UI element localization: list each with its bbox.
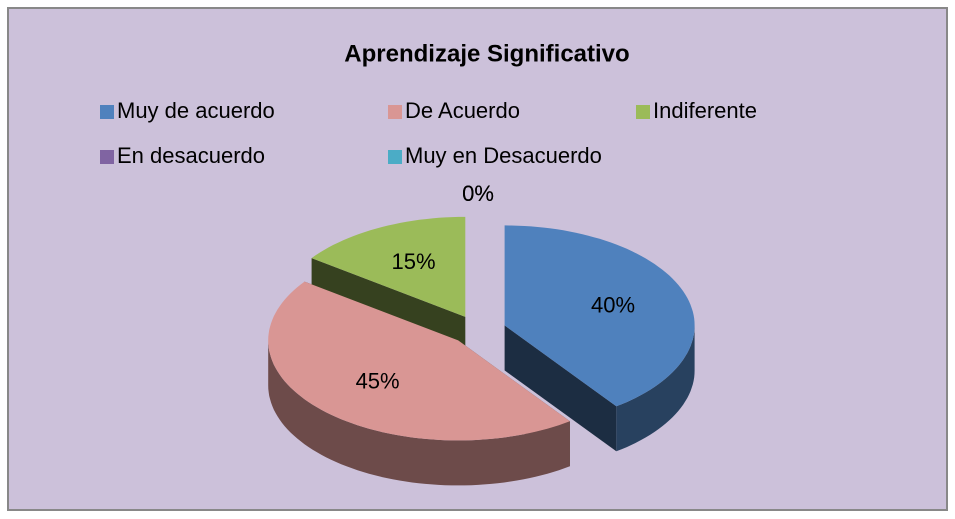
legend-label: En desacuerdo: [117, 143, 265, 168]
slice: [268, 281, 570, 441]
slice: [311, 216, 466, 317]
chart-title: Aprendizaje Significativo: [344, 40, 629, 67]
legend-label: Muy en Desacuerdo: [405, 143, 602, 168]
legend-swatch: [388, 150, 402, 164]
legend-label: Indiferente: [653, 98, 757, 123]
legend-swatch: [388, 105, 402, 119]
legend-label: De Acuerdo: [405, 98, 520, 123]
data-label: 40%: [591, 293, 635, 318]
legend-swatch: [100, 150, 114, 164]
legend-swatch: [636, 105, 650, 119]
data-label: 45%: [356, 369, 400, 394]
legend-label: Muy de acuerdo: [117, 98, 275, 123]
slice: [504, 225, 695, 407]
slice-wall: [616, 325, 695, 452]
data-label: 0%: [462, 181, 494, 206]
data-label: 0%: [462, 181, 494, 206]
slice-side: [504, 325, 617, 452]
legend-swatch: [100, 105, 114, 119]
slice-wall: [268, 340, 570, 486]
data-label: 15%: [392, 249, 436, 274]
